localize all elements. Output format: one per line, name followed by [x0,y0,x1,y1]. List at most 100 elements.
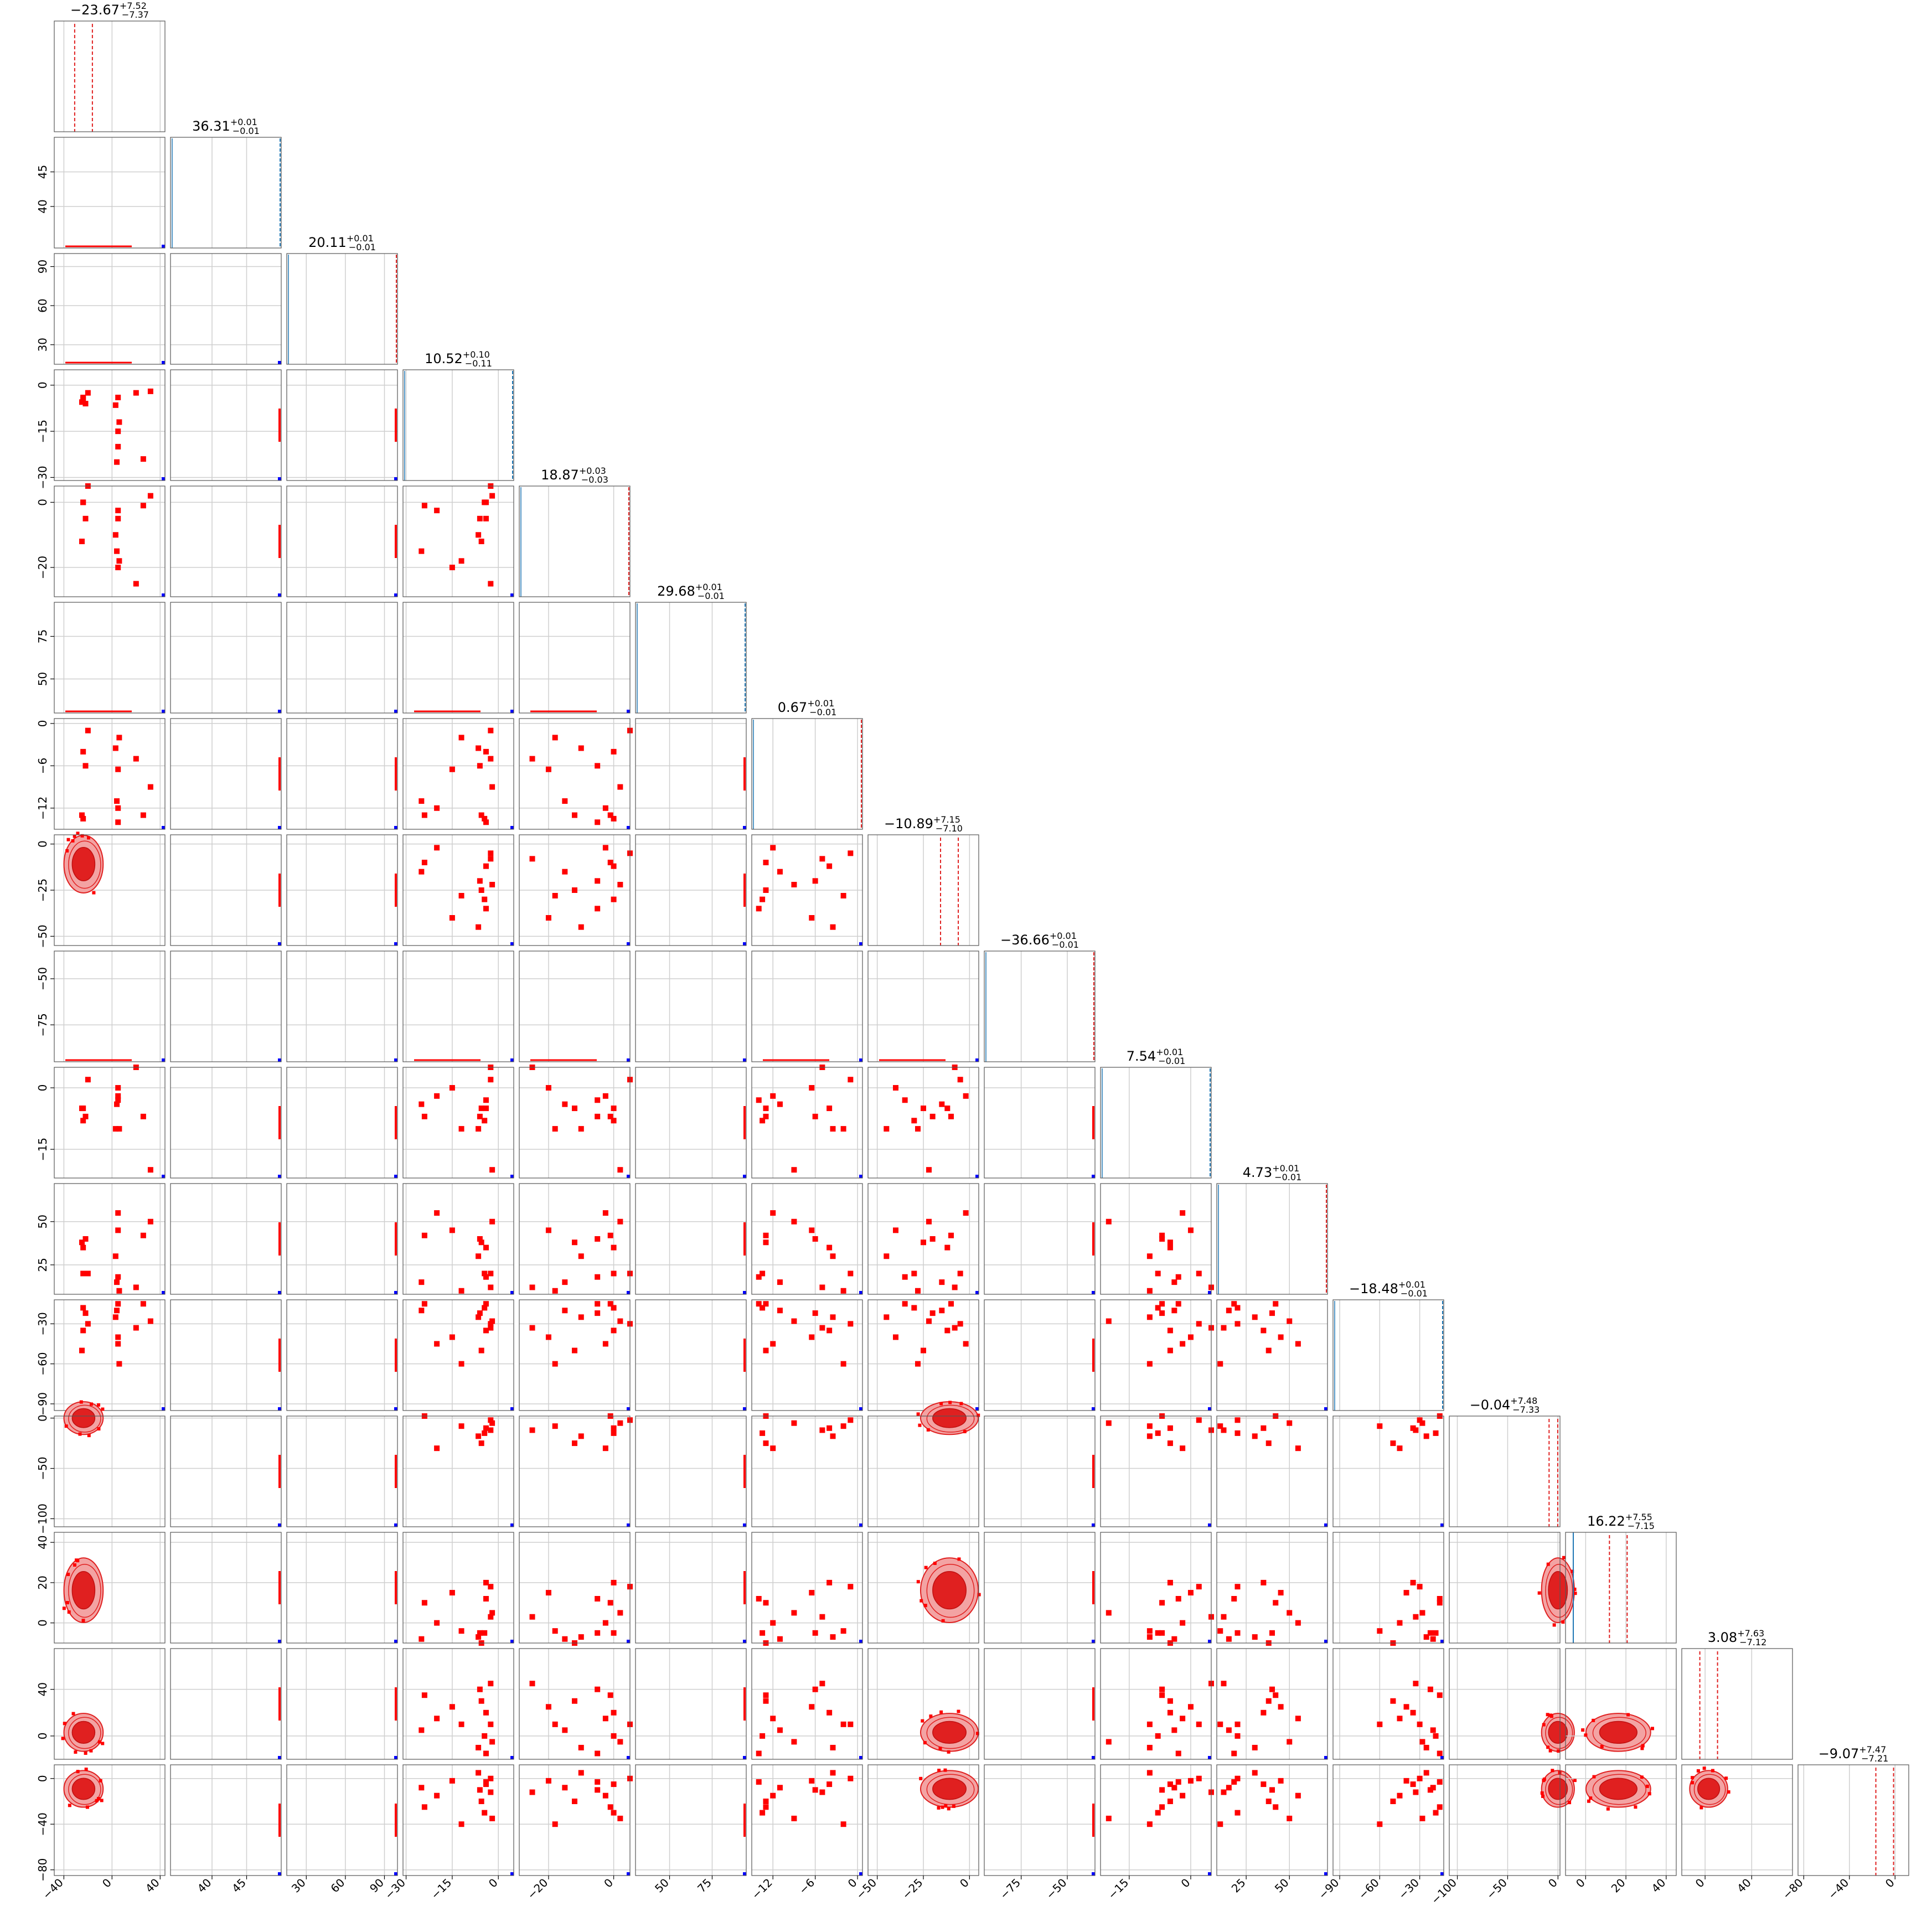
y-tick-label: −30 [36,466,49,489]
scatter-panel-9-3 [402,1065,514,1179]
sample-point [476,745,482,751]
sample-point [819,1681,825,1687]
contour-mid [68,1717,101,1749]
panel-frame [170,834,282,946]
panel-frame [402,1416,514,1527]
sample-point [611,1118,617,1124]
scatter-panel-10-6 [751,1183,863,1295]
sample-point [595,1236,601,1242]
sample-point [809,1227,815,1233]
panel-frame [751,950,863,1062]
sample-point [115,508,121,514]
outlier-point [162,826,165,829]
sample-point [607,1301,613,1307]
outlier-point [394,1291,397,1294]
sample-point [489,1815,495,1821]
contour-mid [1592,1717,1646,1749]
sample-point [1295,1792,1301,1799]
sample-point [1419,1739,1425,1745]
sample-point [756,1750,762,1757]
scatter-panel-13-4 [519,1532,633,1646]
sample-point [840,1288,846,1294]
panel-frame [635,718,747,830]
outlier-point [627,1058,630,1062]
sample-point [763,887,769,893]
sample-point [74,1750,78,1754]
scatter-panel-14-2 [286,1648,398,1760]
panel-frame [286,369,398,481]
sample-point [1217,1423,1223,1429]
scatter-panel-1-0: 40 45 [36,137,166,249]
contour-inner [1599,1721,1637,1744]
scatter-panel-4-0: −20 0 [36,483,166,597]
sample-point [1410,1579,1416,1585]
sample-point [419,798,425,804]
panel-frame [402,485,514,597]
sample-point [529,756,535,762]
sample-point [1252,1770,1258,1776]
sample-point [1175,1596,1181,1602]
sample-point [489,1318,495,1324]
sample-point [1175,1301,1181,1307]
sample-point [1146,1634,1153,1640]
sample-point [476,532,482,538]
scatter-panel-15-9: −15 0 [1100,1764,1214,1902]
sample-point [791,1420,797,1426]
sample-point [478,1347,484,1354]
contour-mid [68,840,101,889]
sample-point [595,1750,601,1757]
panel-frame [519,1416,631,1527]
sample-point [97,1403,101,1407]
panel-frame [984,1416,1096,1527]
sample-point [763,1232,769,1238]
sample-point [607,1692,613,1698]
sample-point [449,1334,455,1340]
sample-point [1196,1417,1202,1423]
sample-point [611,1106,617,1112]
sample-point [826,863,833,869]
sample-point [1217,1821,1223,1827]
sample-point [602,845,608,851]
sample-point [617,1218,623,1225]
sample-point [1691,1776,1695,1780]
contour-inner [932,1571,967,1610]
hist-panel-5: 29.68+0.01 −0.01 [635,582,747,714]
scatter-panel-3-1 [170,369,282,481]
sample-point [763,1804,769,1810]
sample-point [1287,1739,1293,1745]
sample-point [607,1232,613,1238]
sample-point [80,1270,86,1277]
sample-point [458,1288,464,1294]
sample-point [1261,1425,1267,1431]
sample-point [488,756,494,762]
sample-point [1571,1569,1574,1573]
sample-point [1626,1713,1630,1717]
outlier-point [278,1175,281,1178]
sample-point [1106,1815,1112,1821]
sample-point [830,1634,836,1640]
sample-point [1234,1430,1241,1436]
sample-point [926,1318,932,1324]
contour-inner [1548,1778,1568,1800]
sample-point [1437,1779,1443,1785]
sample-point [483,1106,489,1112]
sample-point [1273,1804,1279,1810]
panel-frame [402,1648,514,1760]
param-title-15: −9.07+7.47 −7.21 [1819,1744,1889,1764]
sample-point [76,1559,80,1563]
outlier-point [278,477,281,481]
sample-point [419,869,425,875]
sample-point [819,856,825,862]
sample-point [760,1810,766,1816]
sample-point [529,1789,535,1795]
sample-point [1221,1325,1227,1331]
sample-point [545,1334,551,1340]
outlier-point [278,942,281,946]
hist-panel-14: 3.08+7.63 −7.12 [1681,1628,1793,1760]
param-title-1: 36.31+0.01 −0.01 [192,117,260,136]
outlier-point [278,1523,281,1527]
sample-point [1606,1807,1610,1811]
outlier-point [859,1523,862,1527]
panel-frame [54,718,166,830]
sample-point [99,1779,102,1783]
